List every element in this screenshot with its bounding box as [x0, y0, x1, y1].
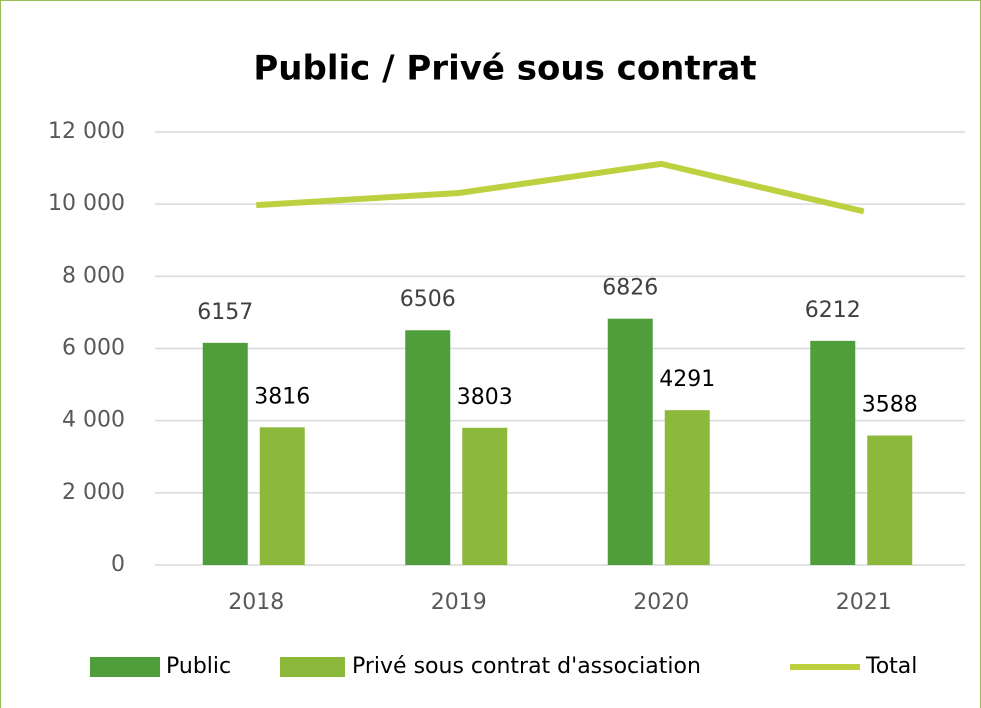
y-tick-label: 6 000	[62, 336, 125, 361]
chart-title: Public / Privé sous contrat	[253, 49, 756, 89]
data-label: 6212	[805, 298, 861, 323]
y-tick-label: 8 000	[62, 263, 125, 288]
y-tick-label: 2 000	[62, 480, 125, 505]
data-label: 6826	[602, 276, 658, 301]
data-label: 3588	[862, 393, 918, 418]
data-label: 4291	[659, 367, 715, 392]
line	[256, 160, 865, 215]
legend-swatch	[280, 657, 345, 677]
y-tick-label: 0	[111, 552, 125, 577]
x-tick-label: 2020	[633, 590, 689, 615]
bar	[607, 318, 653, 565]
x-tick-label: 2018	[228, 590, 284, 615]
data-label: 6157	[197, 300, 253, 325]
bar	[462, 427, 508, 565]
bar	[259, 427, 305, 565]
bar	[405, 330, 451, 565]
bar	[202, 342, 248, 565]
y-tick-label: 4 000	[62, 408, 125, 433]
x-tick-label: 2019	[431, 590, 487, 615]
y-tick-label: 10 000	[48, 191, 125, 216]
data-label: 3803	[457, 385, 513, 410]
legend-label: Public	[166, 654, 231, 679]
bar	[867, 435, 913, 565]
bar	[664, 410, 710, 565]
legend-swatch	[90, 657, 160, 677]
data-label: 3816	[254, 384, 310, 409]
x-tick-label: 2021	[836, 590, 892, 615]
legend-label: Privé sous contrat d'association	[352, 654, 701, 679]
legend-label: Total	[865, 654, 917, 679]
data-label: 6506	[400, 287, 456, 312]
bar	[810, 340, 856, 565]
y-tick-label: 12 000	[48, 119, 125, 144]
